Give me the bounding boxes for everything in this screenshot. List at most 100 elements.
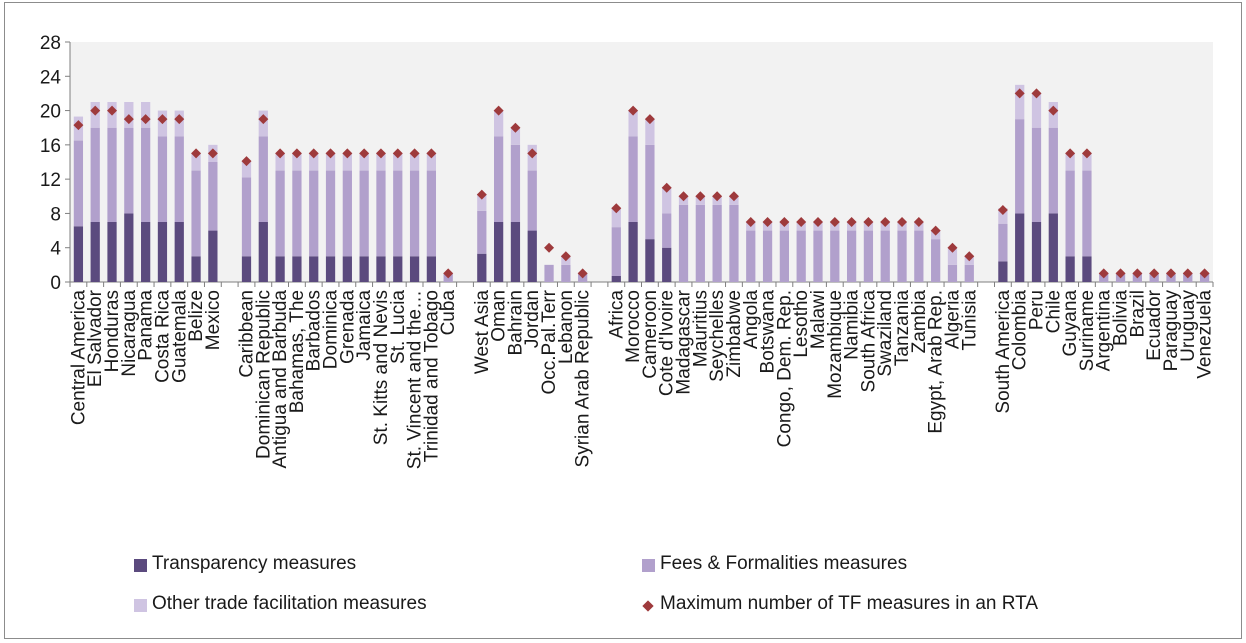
bar-segment-2 <box>325 170 336 257</box>
max-tf-marker <box>123 114 134 125</box>
bar-segment-2 <box>494 136 504 222</box>
x-category-label: Occ.Pal.Terr <box>539 289 560 394</box>
y-tick-label: 8 <box>50 204 61 225</box>
max-tf-marker <box>325 148 336 159</box>
bar-segment-1 <box>241 256 252 282</box>
max-tf-marker <box>964 251 975 262</box>
x-category-label: Chile <box>1043 290 1064 333</box>
y-tick-label: 12 <box>40 170 61 191</box>
x-category-label: Honduras <box>102 290 123 372</box>
bar-segment-1 <box>409 256 420 282</box>
bar-segment-3 <box>376 153 386 171</box>
max-tf-marker <box>678 191 689 202</box>
max-tf-marker <box>560 251 571 262</box>
max-tf-marker <box>796 217 807 227</box>
x-category-label: Syrian Arab Republic <box>573 290 594 467</box>
x-category-label: Nicaragua <box>119 290 140 377</box>
max-tf-marker <box>342 148 353 159</box>
bar-segment-3 <box>393 153 403 171</box>
x-category-label: Belize <box>186 290 207 342</box>
bar-segment-1 <box>208 230 218 282</box>
x-category-label: Lesotho <box>791 290 812 358</box>
max-tf-marker <box>812 217 823 227</box>
bar-segment-2 <box>678 204 689 282</box>
x-category-label: Morocco <box>623 290 644 363</box>
max-tf-marker <box>1182 268 1193 279</box>
legend-label-transparency: Transparency measures <box>152 553 357 574</box>
bar-segment-2 <box>863 230 874 282</box>
bar-segment-2 <box>292 170 302 257</box>
bar-segment-3 <box>662 187 672 214</box>
max-tf-marker <box>1081 148 1092 159</box>
max-tf-marker <box>628 105 639 116</box>
x-category-label: Malawi <box>808 290 829 349</box>
x-category-label: Venezuela <box>1195 290 1216 379</box>
max-tf-marker <box>258 114 269 125</box>
bar-segment-1 <box>645 239 655 282</box>
bar-segment-2 <box>1031 127 1042 222</box>
max-tf-marker <box>611 203 622 214</box>
bar-segment-1 <box>73 226 84 282</box>
max-tf-marker <box>1132 268 1143 279</box>
max-tf-marker <box>308 148 319 159</box>
chart-frame: 0 4 8 12 16 20 24 28 Central America El Salvador H… <box>4 2 1242 639</box>
x-category-label: Jamaica <box>354 290 375 361</box>
max-tf-marker <box>863 217 874 227</box>
legend-label-other-tf: Other trade facilitation measures <box>152 593 427 614</box>
max-tf-marker <box>1065 148 1076 159</box>
bar-segment-2 <box>208 162 218 231</box>
x-category-label: El Salvador <box>85 289 106 387</box>
bar-segment-3 <box>342 153 352 171</box>
x-category-label: Algeria <box>942 290 963 350</box>
bar-segment-2 <box>662 213 672 248</box>
max-tf-marker <box>1115 268 1126 279</box>
bar-segment-2 <box>409 170 420 257</box>
bar-segment-3 <box>477 193 487 211</box>
max-tf-marker <box>392 148 403 159</box>
bar-segment-3 <box>426 153 437 171</box>
bar-segment-1 <box>258 222 268 282</box>
max-tf-marker <box>1149 268 1160 279</box>
bar-segment-2 <box>628 136 638 222</box>
max-tf-marker <box>157 114 168 125</box>
x-category-label: Angola <box>741 290 762 350</box>
max-tf-marker <box>426 148 437 159</box>
x-category-label: Guatemala <box>169 290 190 383</box>
max-tf-marker <box>997 205 1008 215</box>
bar-segment-1 <box>477 253 487 282</box>
max-tf-marker <box>544 242 555 253</box>
max-tf-marker <box>73 120 84 131</box>
bar-segment-2 <box>90 127 100 222</box>
x-category-label: Mauritius <box>690 290 711 367</box>
max-tf-marker <box>695 191 706 202</box>
bar-segment-3 <box>947 247 958 265</box>
bar-segment-2 <box>796 230 806 282</box>
bar-segment-2 <box>947 264 958 282</box>
x-category-label: Caribbean <box>236 290 257 378</box>
bar-segment-2 <box>830 230 840 282</box>
bar-segment-2 <box>779 230 789 282</box>
bar-segment-1 <box>1031 222 1042 282</box>
x-category-label: Costa Rica <box>152 290 173 383</box>
bar-segment-2 <box>258 136 268 222</box>
bar-segment-1 <box>107 222 117 282</box>
bar-segment-2 <box>141 127 151 222</box>
max-tf-marker <box>375 148 386 159</box>
bar-segment-1 <box>191 256 201 282</box>
max-tf-marker <box>1199 268 1210 279</box>
bar-segment-3 <box>292 153 302 171</box>
bar-segment-1 <box>325 256 336 282</box>
max-tf-marker <box>409 148 420 159</box>
bar-segment-2 <box>712 204 722 282</box>
bar-segment-1 <box>342 256 352 282</box>
x-category-label: Oman <box>489 290 510 342</box>
bar-segment-2 <box>1048 127 1058 214</box>
max-tf-marker <box>1014 88 1025 99</box>
bar-segment-2 <box>813 230 823 282</box>
legend-swatch-other-tf <box>134 599 147 612</box>
x-category-label: Brazil <box>1127 290 1148 338</box>
x-category-label: Suriname <box>1077 290 1098 371</box>
bar-segment-2 <box>611 227 621 276</box>
bar-segment-3 <box>275 153 285 171</box>
